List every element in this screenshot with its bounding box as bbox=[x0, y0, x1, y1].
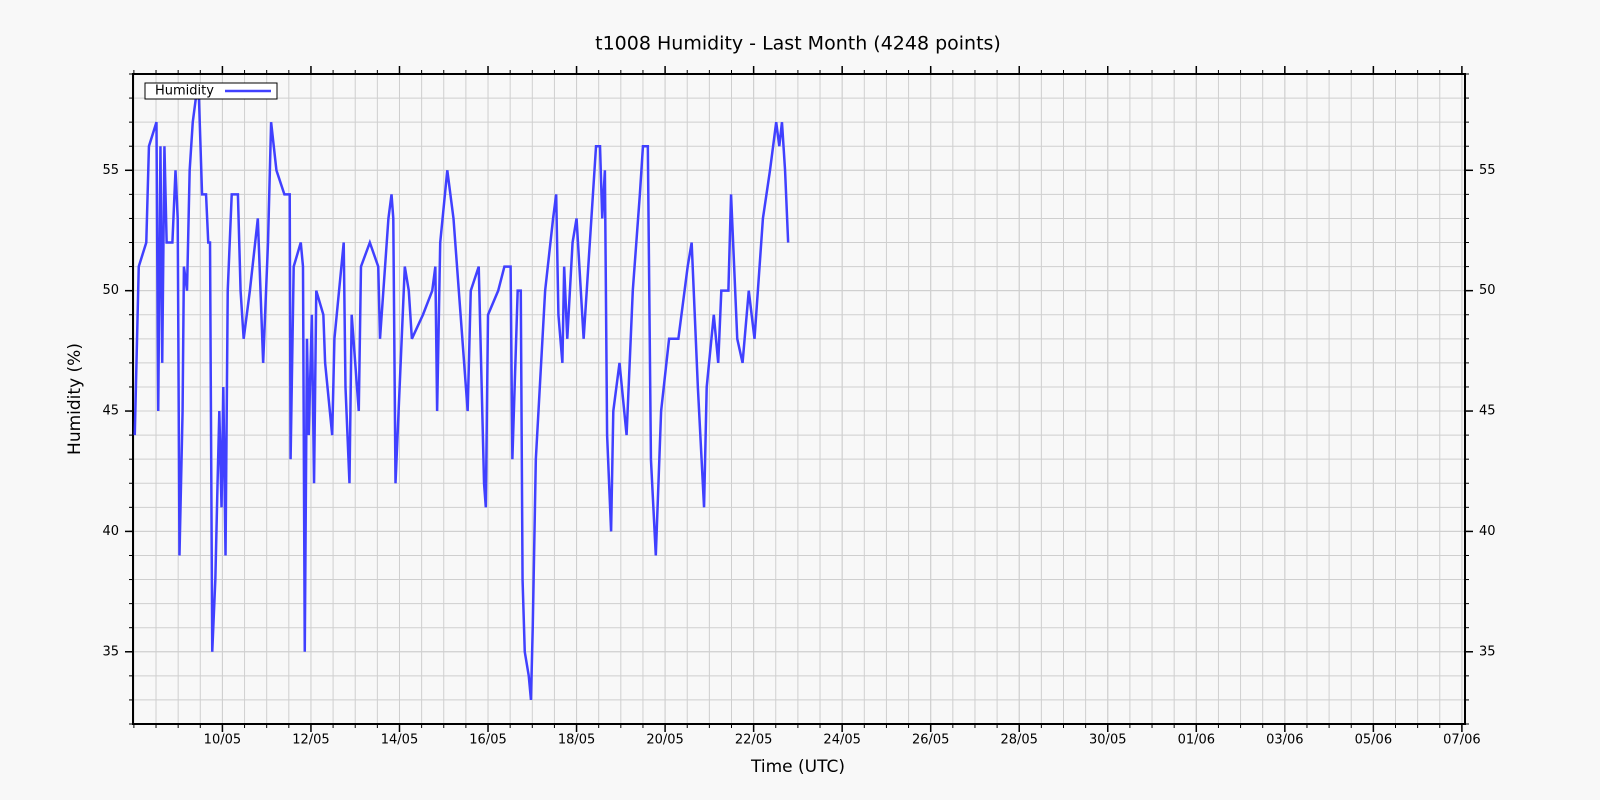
x-tick-label: 10/05 bbox=[204, 733, 241, 748]
x-tick-label: 22/05 bbox=[735, 733, 772, 748]
y-tick-label: 50 bbox=[102, 283, 119, 298]
data-line bbox=[133, 96, 790, 701]
y-tick-label: 35 bbox=[102, 644, 119, 659]
y-tick-label: 35 bbox=[1479, 644, 1496, 659]
x-tick-label: 26/05 bbox=[912, 733, 949, 748]
legend-box bbox=[144, 82, 278, 100]
chart-title: t1008 Humidity - Last Month (4248 points… bbox=[595, 33, 1001, 55]
x-tick-label: 16/05 bbox=[469, 733, 506, 748]
x-axis-label: Time (UTC) bbox=[750, 757, 845, 777]
y-tick-label: 40 bbox=[102, 524, 119, 539]
x-tick-label: 03/06 bbox=[1266, 733, 1303, 748]
legend-label: Humidity bbox=[155, 84, 214, 99]
y-axis-label: Humidity (%) bbox=[65, 343, 85, 455]
plot-frame bbox=[132, 73, 1466, 725]
x-tick-label: 05/06 bbox=[1355, 733, 1392, 748]
y-tick-label: 55 bbox=[1479, 163, 1496, 178]
y-tick-label: 55 bbox=[102, 163, 119, 178]
y-tick-label: 40 bbox=[1479, 524, 1496, 539]
x-tick-label: 30/05 bbox=[1089, 733, 1126, 748]
x-tick-label: 01/06 bbox=[1178, 733, 1215, 748]
y-tick-label: 45 bbox=[1479, 404, 1496, 419]
x-tick-label: 28/05 bbox=[1000, 733, 1037, 748]
x-tick-label: 18/05 bbox=[558, 733, 595, 748]
x-tick-label: 12/05 bbox=[292, 733, 329, 748]
x-tick-label: 20/05 bbox=[646, 733, 683, 748]
y-tick-label: 50 bbox=[1479, 283, 1496, 298]
y-tick-label: 45 bbox=[102, 404, 119, 419]
x-tick-label: 24/05 bbox=[823, 733, 860, 748]
x-tick-label: 07/06 bbox=[1443, 733, 1480, 748]
x-tick-label: 14/05 bbox=[381, 733, 418, 748]
